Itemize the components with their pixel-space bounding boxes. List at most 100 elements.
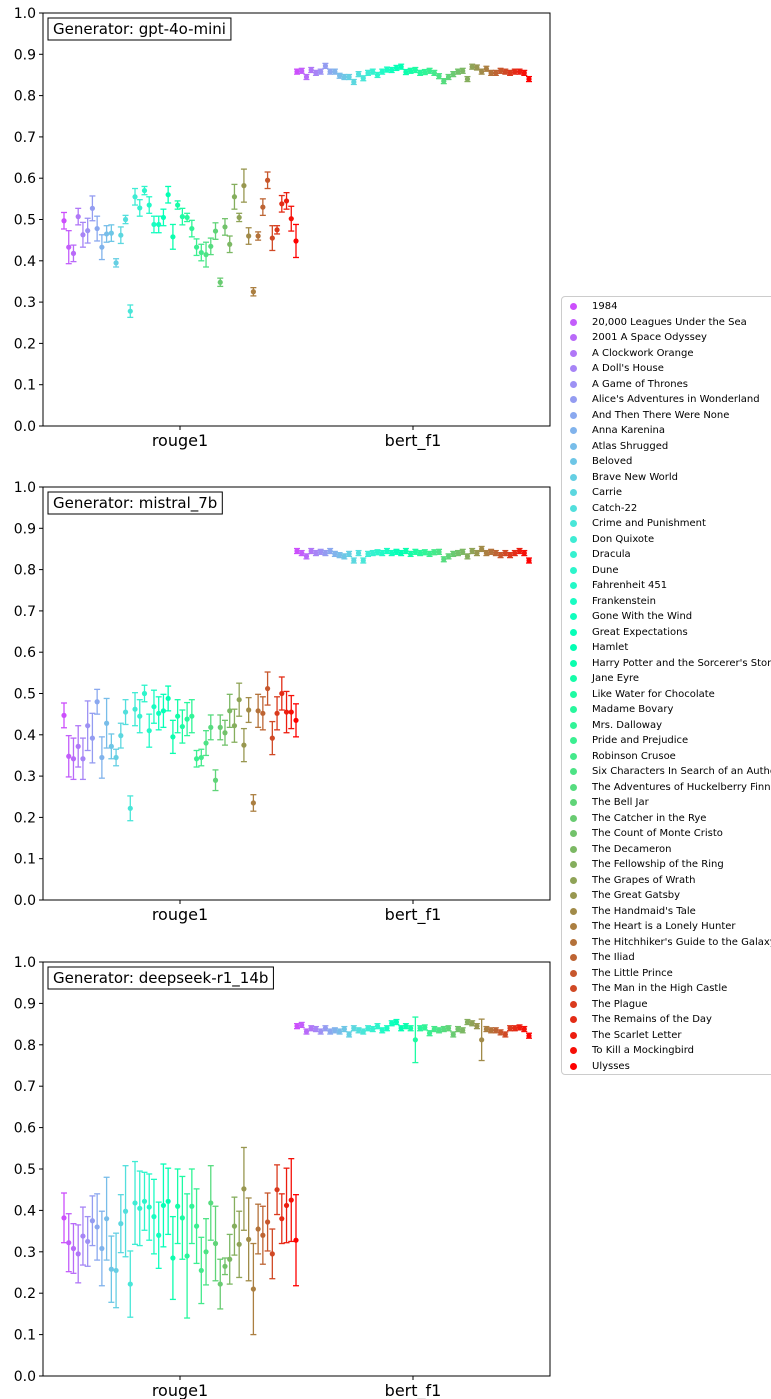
data-point xyxy=(464,553,471,560)
point-marker xyxy=(156,710,162,716)
data-point xyxy=(117,722,124,749)
point-marker xyxy=(118,1221,124,1227)
point-marker xyxy=(241,183,247,189)
data-point xyxy=(179,709,186,744)
data-point xyxy=(165,1167,172,1236)
point-marker xyxy=(379,1027,385,1033)
point-marker xyxy=(80,1233,86,1239)
point-marker xyxy=(293,717,299,723)
data-point xyxy=(198,748,205,767)
data-point xyxy=(511,1025,518,1032)
data-point xyxy=(217,277,224,288)
panel-title: Generator: deepseek-r1_14b xyxy=(53,969,268,988)
data-point xyxy=(117,226,124,245)
point-marker xyxy=(227,1256,233,1262)
data-point xyxy=(350,557,357,564)
y-tick-label: 0.8 xyxy=(14,1038,36,1054)
data-point xyxy=(155,696,162,731)
point-marker xyxy=(279,1216,285,1222)
legend-label: Robinson Crusoe xyxy=(592,750,676,762)
data-point xyxy=(274,1164,281,1216)
legend-marker xyxy=(570,954,577,961)
data-point xyxy=(488,548,495,555)
point-marker xyxy=(332,551,338,557)
legend-marker xyxy=(570,985,577,992)
data-point xyxy=(388,1020,395,1027)
data-point xyxy=(288,205,295,232)
data-point xyxy=(417,69,424,77)
data-point xyxy=(402,547,409,555)
legend-label: The Bell Jar xyxy=(592,797,649,808)
legend-marker xyxy=(570,318,577,326)
legend-marker xyxy=(570,659,577,667)
legend-label: The Little Prince xyxy=(592,967,673,979)
point-marker xyxy=(212,1240,219,1247)
point-marker xyxy=(108,743,114,749)
point-marker xyxy=(460,68,466,74)
legend-marker xyxy=(570,473,577,481)
point-marker xyxy=(460,1027,466,1033)
point-marker xyxy=(464,1019,471,1025)
legend-marker xyxy=(570,489,577,496)
point-marker xyxy=(236,1241,242,1247)
point-marker xyxy=(241,742,247,748)
point-marker xyxy=(269,235,275,241)
point-marker xyxy=(146,728,152,734)
data-point xyxy=(84,1215,91,1267)
point-marker xyxy=(294,69,300,75)
point-marker xyxy=(89,735,96,741)
legend-marker xyxy=(570,1016,577,1023)
data-point xyxy=(240,727,247,763)
data-point xyxy=(317,1028,324,1035)
point-marker xyxy=(299,550,305,556)
point-marker xyxy=(332,1027,338,1033)
panel-title-frame xyxy=(47,17,232,41)
point-marker xyxy=(313,550,319,556)
data-point xyxy=(478,68,485,75)
data-point xyxy=(122,1165,129,1258)
legend-marker xyxy=(570,582,577,589)
data-point xyxy=(188,1168,195,1245)
data-point xyxy=(113,258,120,268)
data-point xyxy=(469,63,476,70)
point-marker xyxy=(165,1198,171,1204)
point-marker xyxy=(246,707,252,713)
data-point xyxy=(331,1027,338,1034)
data-point xyxy=(212,222,219,240)
data-point xyxy=(360,1028,367,1035)
data-point xyxy=(516,1024,523,1031)
point-marker xyxy=(398,64,404,70)
data-point xyxy=(312,1025,319,1033)
point-marker xyxy=(521,1026,527,1032)
data-point xyxy=(94,688,101,715)
point-marker xyxy=(313,1026,319,1032)
point-marker xyxy=(283,1202,290,1209)
point-marker xyxy=(526,1033,532,1039)
data-point xyxy=(459,1027,466,1034)
point-marker xyxy=(450,71,456,77)
data-point xyxy=(127,795,134,822)
data-point xyxy=(379,1027,386,1034)
data-point xyxy=(160,693,167,729)
point-marker xyxy=(512,69,518,75)
legend-label: Ulysses xyxy=(592,1060,630,1072)
legend-marker xyxy=(570,334,577,341)
data-point xyxy=(278,676,285,711)
legend-marker xyxy=(570,675,577,682)
data-point xyxy=(398,1025,405,1032)
point-marker xyxy=(308,67,314,73)
point-marker xyxy=(269,735,275,741)
point-marker xyxy=(250,289,256,295)
legend-label: The Heart is a Lonely Hunter xyxy=(592,921,736,932)
point-marker xyxy=(403,1023,409,1029)
point-marker xyxy=(85,1238,91,1245)
legend-marker xyxy=(570,303,577,310)
point-marker xyxy=(260,710,266,716)
data-point xyxy=(294,1023,300,1030)
data-point xyxy=(445,553,452,560)
point-marker xyxy=(308,548,314,554)
data-point xyxy=(298,67,305,74)
data-point xyxy=(79,221,86,248)
point-marker xyxy=(403,69,409,75)
data-point xyxy=(502,549,509,557)
